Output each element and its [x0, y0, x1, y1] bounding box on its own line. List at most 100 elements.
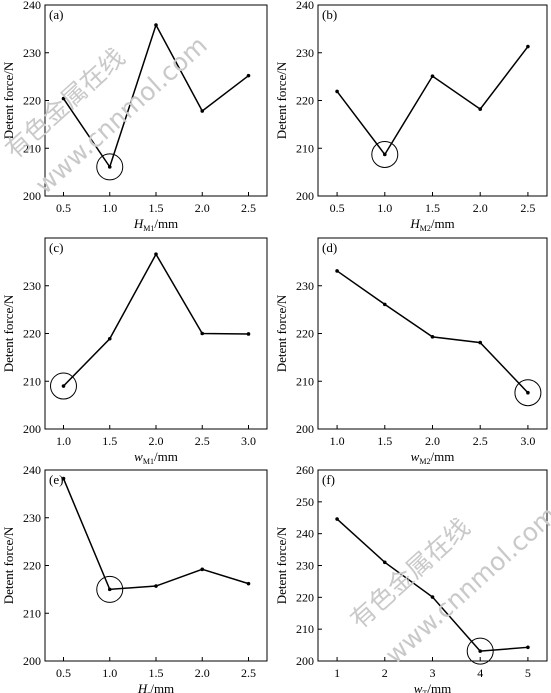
data-point: [246, 581, 251, 586]
data-point: [382, 152, 387, 157]
x-tick-label: 1.0: [330, 434, 345, 448]
chart-panel-d: (d) 1.0 1.5 2.0 2.5 3.0 200 210 220 230 Detent for…: [274, 237, 548, 466]
y-tick-label: 230: [23, 46, 41, 60]
highlight-circle: [514, 379, 542, 407]
series-line: [62, 252, 249, 387]
y-tick-label: 230: [296, 559, 314, 573]
x-tick-label: 1.0: [102, 666, 117, 680]
data-point: [154, 252, 158, 257]
data-point: [526, 390, 530, 395]
plot-frame: [44, 469, 268, 662]
x-tick-label: 0.5: [56, 666, 71, 680]
plot-frame: [317, 237, 548, 430]
data-point: [335, 269, 339, 273]
y-tick-label: 210: [296, 622, 314, 636]
y-tick-label: 240: [23, 463, 41, 477]
data-point: [200, 567, 205, 572]
x-tick-label: 2.5: [241, 666, 256, 680]
x-tick-label: 1.5: [149, 666, 164, 680]
highlight-circle: [96, 153, 124, 181]
x-tick-label: 2.5: [195, 434, 210, 448]
y-tick-label: 210: [23, 606, 41, 620]
data-point: [526, 44, 530, 49]
highlight-circle: [371, 140, 399, 168]
plot-frame: [317, 4, 548, 197]
y-tick-label: 200: [296, 422, 314, 436]
panel-label: (a): [49, 7, 63, 22]
highlight-circle: [96, 575, 124, 603]
chart-panel-a: (a) 0.5 1.0 1.5 2.0 2.5 200 210 220 230 240 Detent …: [1, 0, 268, 233]
highlight-circle: [50, 372, 77, 400]
x-tick-label: 1.5: [102, 434, 117, 448]
y-tick-label: 210: [296, 374, 314, 388]
data-point: [430, 74, 435, 78]
y-tick-label: 210: [23, 374, 41, 388]
y-tick-label: 260: [296, 463, 314, 477]
chart-panel-c: (c) 1.0 1.5 2.0 2.5 3.0 200 210 220 230 Detent for…: [1, 237, 268, 466]
x-tick-label: 2: [382, 666, 388, 680]
x-tick-label: 2.0: [195, 201, 210, 215]
x-tick-label: 2.0: [149, 434, 164, 448]
x-tick-label: 2.5: [241, 201, 256, 215]
x-tick-label: 1.5: [149, 201, 164, 215]
x-axis-label: HM2/mm: [409, 216, 454, 233]
data-point: [335, 517, 339, 521]
x-tick-label: 2.0: [425, 434, 440, 448]
x-tick-label: 1.0: [56, 434, 71, 448]
data-point: [478, 107, 483, 111]
data-point: [430, 335, 435, 339]
y-tick-label: 210: [296, 141, 314, 155]
y-tick-label: 240: [296, 0, 314, 12]
chart-panel-b: (b) 0.5 1.0 1.5 2.0 2.5 200 210 220 230 240 Detent …: [274, 0, 548, 233]
panel-label: (b): [322, 7, 337, 22]
data-point: [430, 595, 435, 599]
y-tick-label: 240: [296, 527, 314, 541]
highlight-circle: [466, 637, 494, 665]
y-tick-label: 230: [23, 279, 41, 293]
y-tick-label: 200: [23, 422, 41, 436]
chart-panel-f: (f) 1 2 3 4 5 200 210 220 230 240 250 260 Detent forc…: [274, 463, 548, 693]
data-point: [335, 89, 339, 94]
data-point: [526, 645, 530, 650]
data-point: [154, 23, 158, 27]
y-tick-label: 230: [23, 511, 41, 525]
series-line: [336, 46, 529, 156]
data-point: [478, 649, 483, 653]
y-tick-label: 230: [296, 279, 314, 293]
y-tick-label: 200: [23, 654, 41, 668]
y-tick-label: 220: [296, 327, 314, 341]
y-tick-label: 220: [23, 94, 41, 108]
series-line: [336, 270, 529, 394]
data-point: [107, 336, 112, 341]
y-tick-label: 210: [23, 141, 41, 155]
x-tick-label: 2.5: [520, 201, 535, 215]
data-point: [246, 332, 251, 336]
y-tick-label: 230: [296, 46, 314, 60]
y-axis-label: Detent force/N: [1, 61, 16, 139]
y-tick-label: 200: [296, 654, 314, 668]
data-point: [61, 96, 66, 101]
x-tick-label: 5: [525, 666, 531, 680]
y-axis-label: Detent force/N: [274, 526, 289, 604]
data-point: [382, 560, 387, 565]
x-tick-label: 0.5: [330, 201, 345, 215]
data-point: [107, 165, 112, 169]
series-line: [62, 478, 249, 591]
x-tick-label: 1: [334, 666, 340, 680]
x-axis-label: HM1/mm: [133, 216, 178, 233]
x-tick-label: 2.0: [195, 666, 210, 680]
y-tick-label: 220: [23, 327, 41, 341]
x-tick-label: 0.5: [56, 201, 71, 215]
x-tick-label: 3: [430, 666, 436, 680]
x-tick-label: 3.0: [520, 434, 535, 448]
y-axis-label: Detent force/N: [274, 61, 289, 139]
x-tick-label: 1.0: [102, 201, 117, 215]
x-tick-label: 4: [477, 666, 483, 680]
x-axis-label: wM1/mm: [134, 449, 178, 466]
y-tick-label: 200: [23, 189, 41, 203]
y-axis-label: Detent force/N: [1, 294, 16, 372]
data-point: [200, 331, 205, 336]
y-tick-label: 250: [296, 495, 314, 509]
